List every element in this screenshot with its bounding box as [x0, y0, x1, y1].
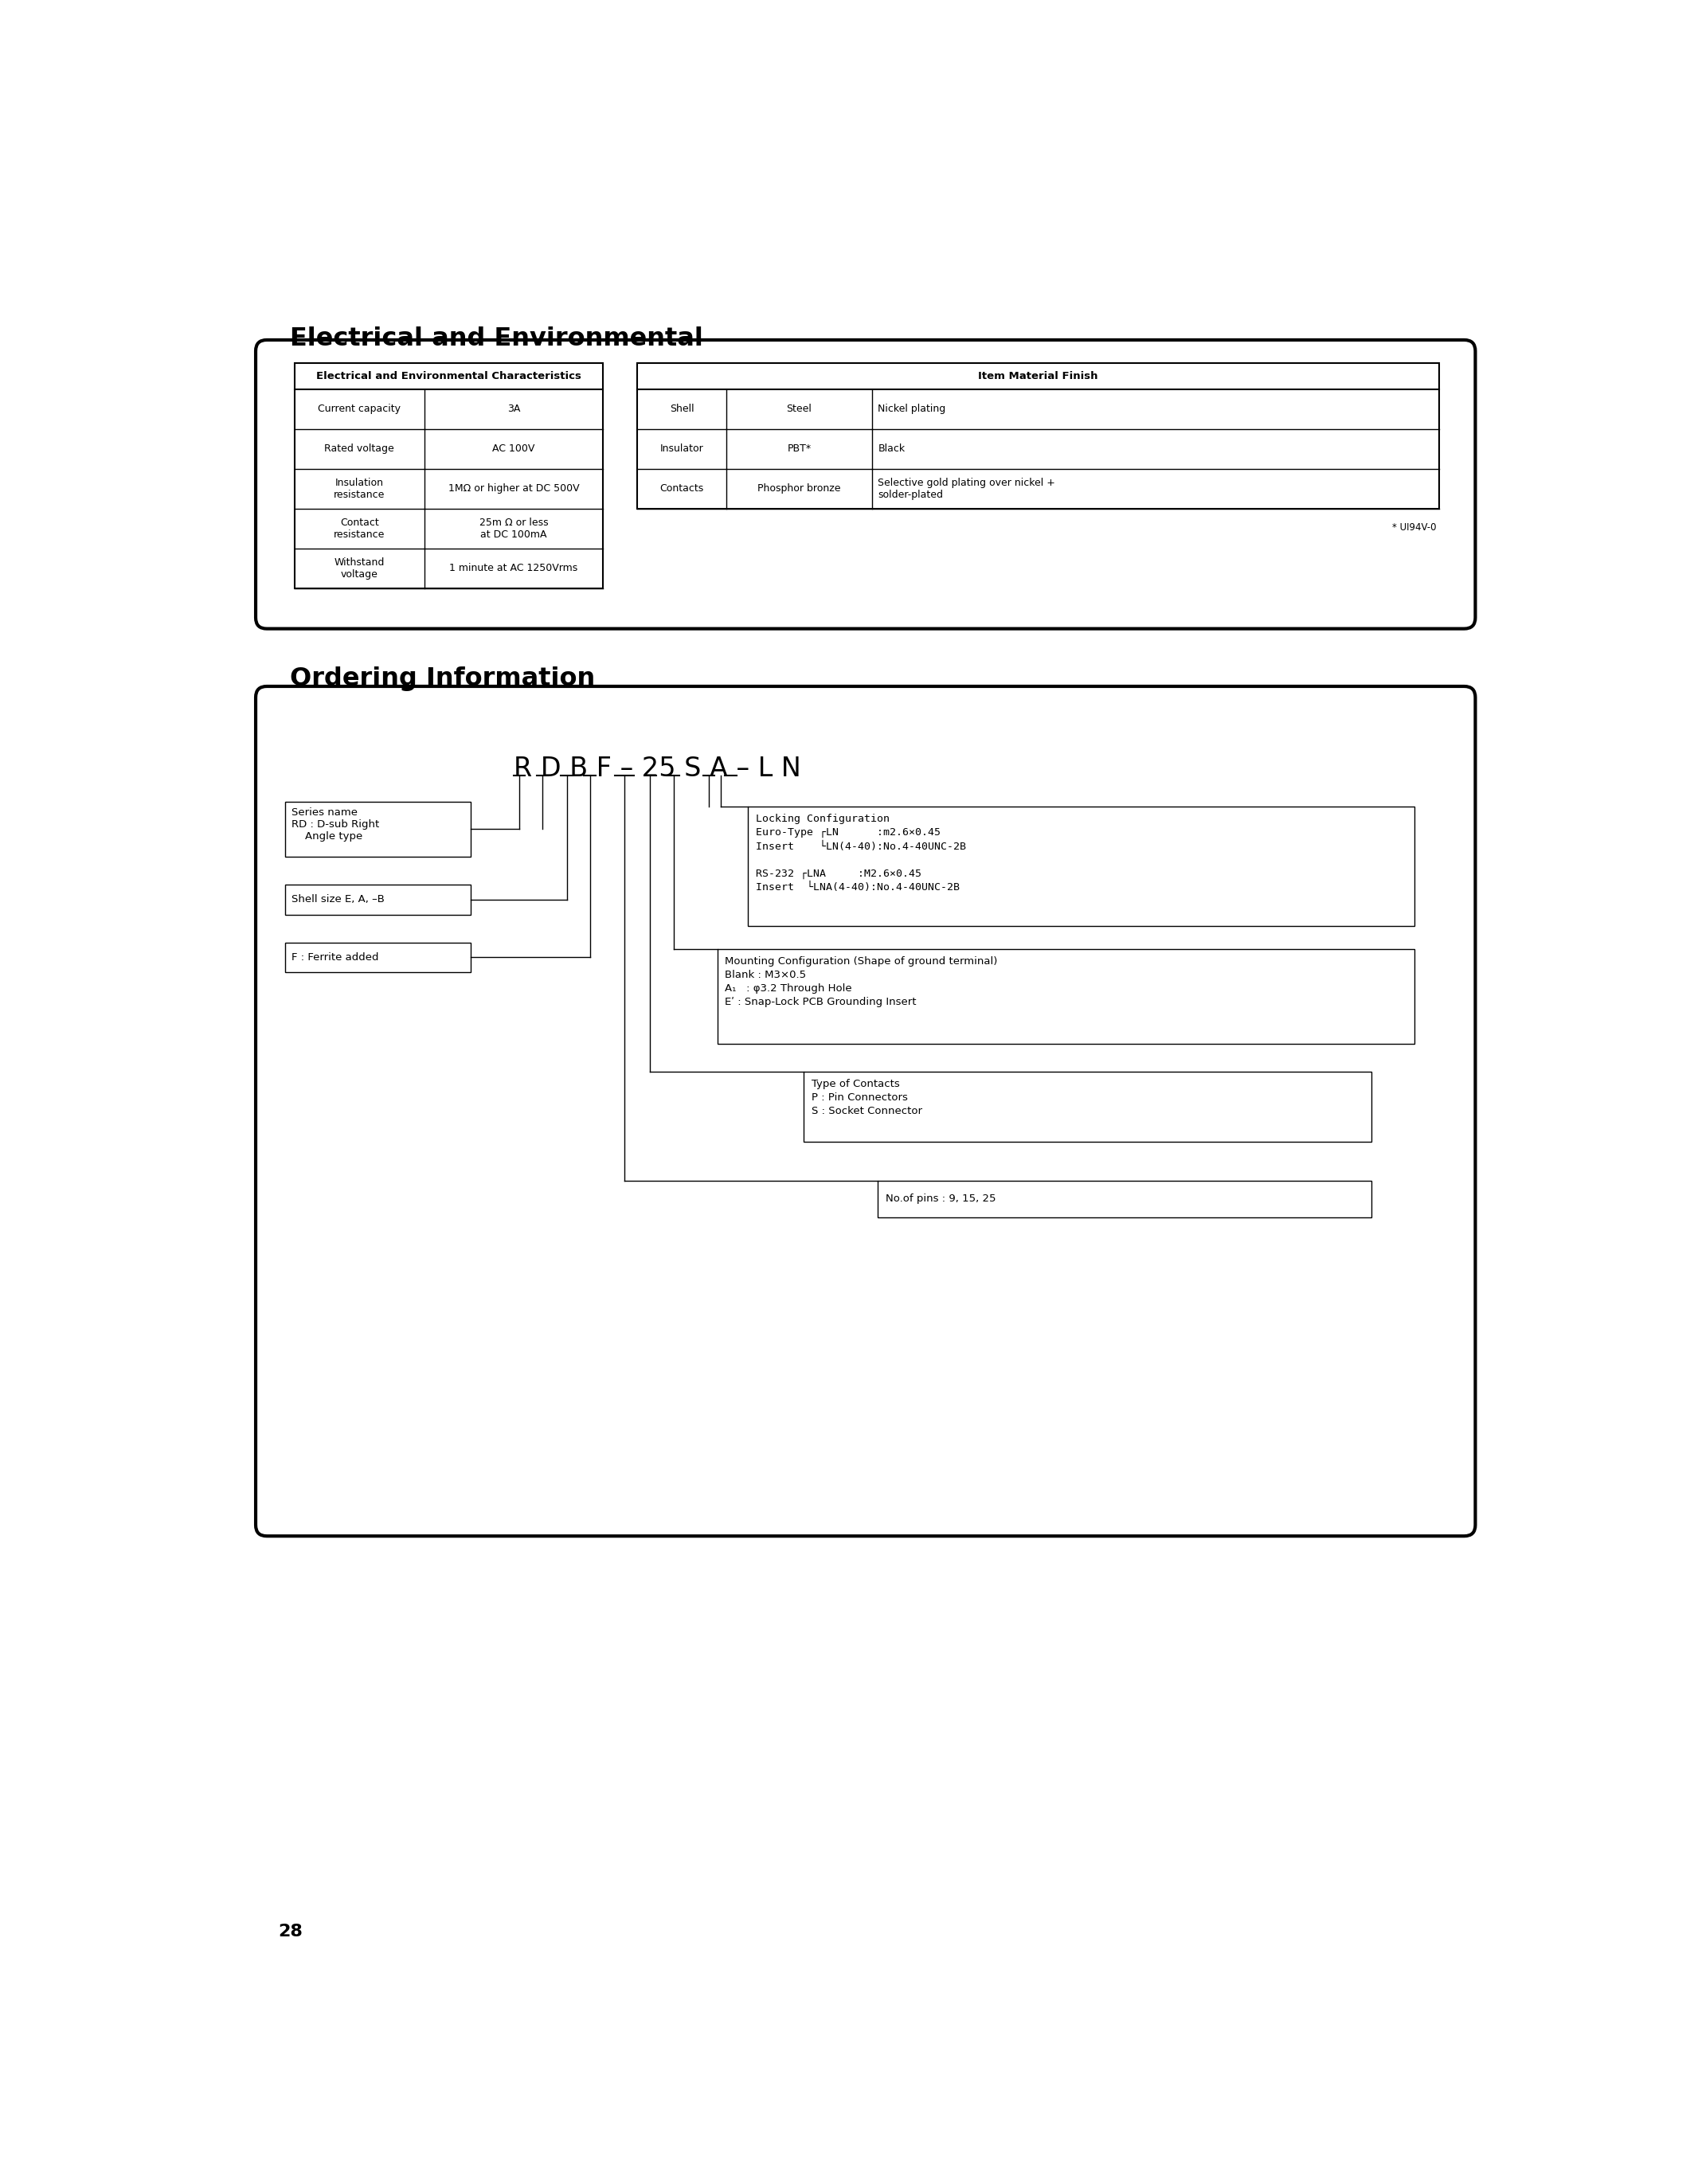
Text: Withstand
voltage: Withstand voltage — [335, 557, 385, 579]
Text: Contact
resistance: Contact resistance — [333, 518, 385, 539]
Text: Rated voltage: Rated voltage — [324, 443, 394, 454]
Bar — [717, 948, 1415, 1044]
Text: R D B F – 25 S A – L N: R D B F – 25 S A – L N — [514, 756, 801, 782]
Text: Locking Configuration
Euro-Type ┌LN      :m2.6×0.45
Insert    └LN(4-40):No.4-40U: Locking Configuration Euro-Type ┌LN :m2.… — [755, 815, 967, 893]
FancyBboxPatch shape — [255, 341, 1475, 629]
FancyBboxPatch shape — [255, 686, 1475, 1535]
Text: Shell size E, A, –B: Shell size E, A, –B — [291, 895, 385, 904]
Text: * UI94V-0: * UI94V-0 — [1393, 522, 1436, 533]
Bar — [286, 943, 470, 972]
Text: No.of pins : 9, 15, 25: No.of pins : 9, 15, 25 — [886, 1195, 995, 1203]
Text: PBT*: PBT* — [788, 443, 811, 454]
Text: AC 100V: AC 100V — [492, 443, 536, 454]
Bar — [749, 806, 1415, 926]
Text: Shell: Shell — [669, 404, 695, 415]
Bar — [294, 363, 603, 587]
Text: Selective gold plating over nickel +
solder-plated: Selective gold plating over nickel + sol… — [877, 478, 1055, 500]
Text: Nickel plating: Nickel plating — [877, 404, 946, 415]
Text: Insulator: Insulator — [661, 443, 703, 454]
Bar — [637, 363, 1440, 509]
Bar — [804, 1072, 1372, 1142]
Text: F : Ferrite added: F : Ferrite added — [291, 952, 379, 963]
Text: Insulation
resistance: Insulation resistance — [333, 478, 385, 500]
Text: Black: Black — [877, 443, 906, 454]
Text: Current capacity: Current capacity — [318, 404, 401, 415]
Text: Series name
RD : D-sub Right
    Angle type: Series name RD : D-sub Right Angle type — [291, 808, 379, 843]
Text: 28: 28 — [277, 1924, 303, 1939]
Text: Steel: Steel — [786, 404, 811, 415]
Text: Electrical and Environmental Characteristics: Electrical and Environmental Characteris… — [316, 371, 581, 382]
Bar — [286, 802, 470, 856]
Text: Phosphor bronze: Phosphor bronze — [757, 483, 840, 494]
Text: 3A: 3A — [507, 404, 521, 415]
Text: 1 minute at AC 1250Vrms: 1 minute at AC 1250Vrms — [450, 563, 578, 574]
Text: 25m Ω or less
at DC 100mA: 25m Ω or less at DC 100mA — [480, 518, 548, 539]
Text: Contacts: Contacts — [659, 483, 703, 494]
Text: Mounting Configuration (Shape of ground terminal)
Blank : M3×0.5
A₁   : φ3.2 Thr: Mounting Configuration (Shape of ground … — [725, 957, 997, 1007]
Text: 1MΩ or higher at DC 500V: 1MΩ or higher at DC 500V — [448, 483, 580, 494]
Text: Type of Contacts
P : Pin Connectors
S : Socket Connector: Type of Contacts P : Pin Connectors S : … — [811, 1079, 921, 1116]
Bar — [286, 885, 470, 915]
Text: Item Material Finish: Item Material Finish — [979, 371, 1098, 382]
Bar — [877, 1182, 1372, 1216]
Text: Ordering Information: Ordering Information — [291, 666, 595, 692]
Text: Electrical and Environmental: Electrical and Environmental — [291, 325, 703, 352]
